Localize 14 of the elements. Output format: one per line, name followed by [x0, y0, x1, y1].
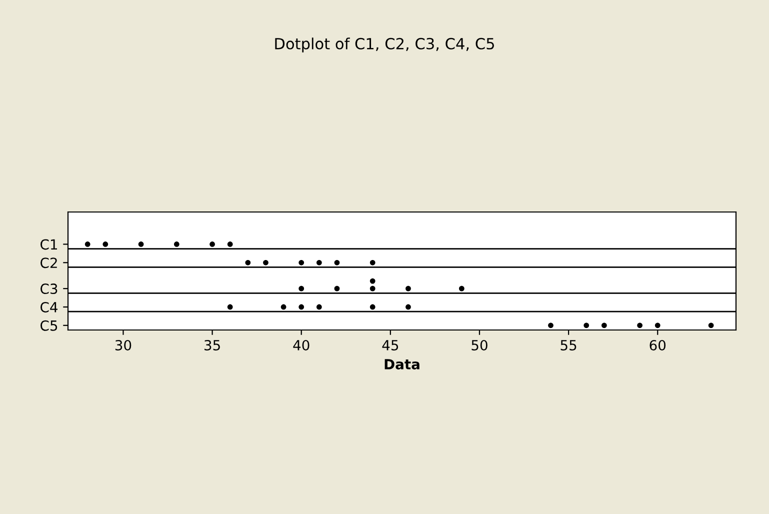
x-axis-title: Data	[384, 359, 420, 370]
x-tick-label: 30	[115, 340, 132, 350]
y-tick-label: C4	[40, 302, 58, 312]
x-tick-label: 35	[204, 340, 220, 350]
x-tick-label: 40	[293, 340, 310, 350]
x-tick-label: 50	[472, 340, 488, 350]
chart-title: Dotplot of C1, C2, C3, C4, C5	[275, 38, 494, 52]
y-tick-label: C3	[40, 284, 58, 294]
y-tick-label: C1	[40, 239, 57, 250]
x-tick-label: 55	[560, 340, 576, 350]
x-tick-label: 45	[382, 340, 398, 350]
x-tick-label: 60	[650, 340, 666, 350]
y-tick-label: C2	[40, 258, 57, 268]
y-tick-label: C5	[40, 320, 58, 331]
